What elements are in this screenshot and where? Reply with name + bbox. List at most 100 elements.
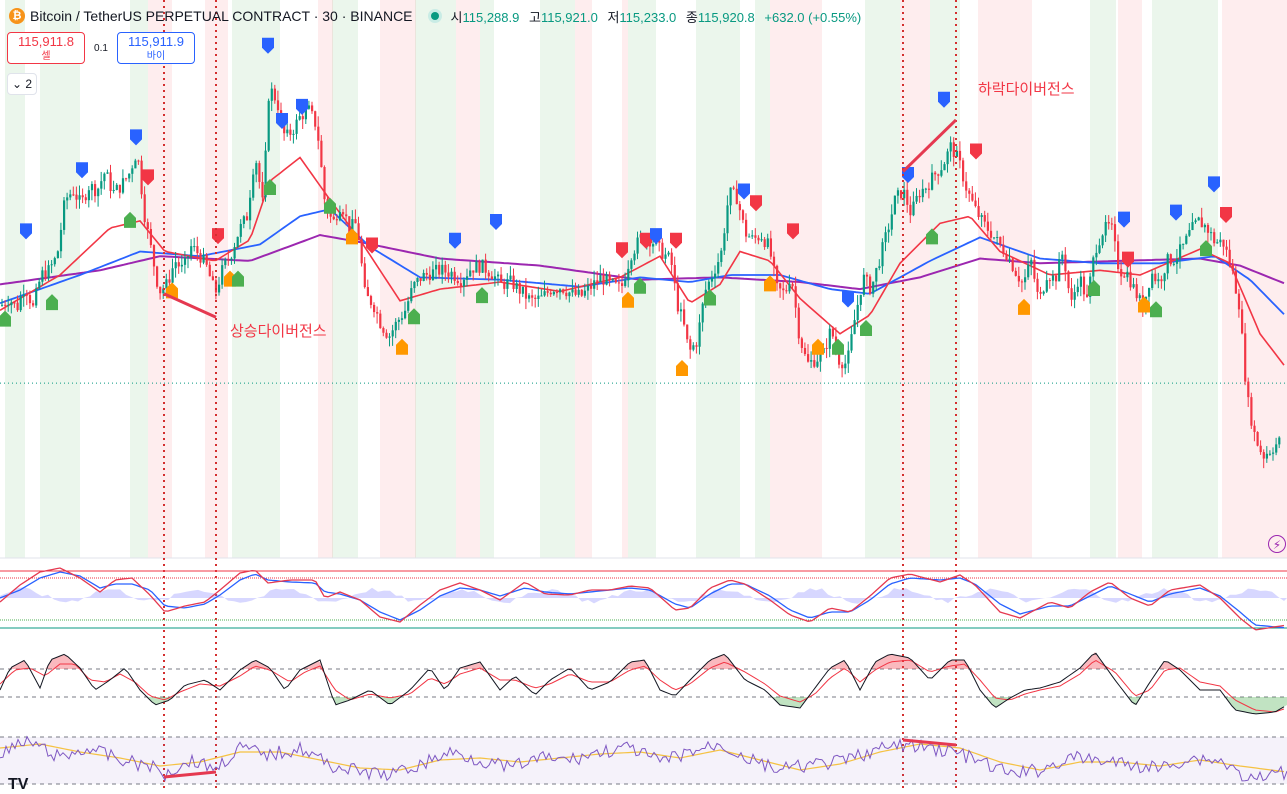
candle-up bbox=[267, 100, 270, 151]
candle-up bbox=[1027, 264, 1030, 278]
candle-down bbox=[1002, 244, 1005, 255]
candle-down bbox=[673, 264, 676, 284]
candle-down bbox=[900, 190, 903, 199]
candle-up bbox=[1092, 257, 1095, 277]
signal-markers bbox=[0, 37, 1232, 376]
candle-down bbox=[1160, 279, 1163, 282]
candle-up bbox=[723, 233, 726, 251]
candle-down bbox=[769, 238, 772, 257]
candle-up bbox=[521, 286, 524, 294]
candle-down bbox=[565, 292, 568, 297]
candle-down bbox=[373, 304, 376, 313]
candle-down bbox=[137, 160, 140, 162]
blue-down-signal-icon bbox=[938, 91, 950, 108]
candle-down bbox=[1123, 276, 1126, 278]
lightning-icon[interactable]: ⚡ bbox=[1268, 535, 1286, 553]
candle-up bbox=[298, 116, 301, 120]
candle-up bbox=[233, 247, 236, 259]
candle-up bbox=[552, 292, 555, 295]
candle-down bbox=[745, 219, 748, 237]
candle-up bbox=[397, 319, 400, 322]
candle-down bbox=[503, 282, 506, 289]
candle-down bbox=[1250, 397, 1253, 426]
candle-up bbox=[692, 345, 695, 350]
candle-down bbox=[168, 279, 171, 283]
candle-down bbox=[927, 188, 931, 190]
red-down-signal-icon bbox=[670, 232, 682, 249]
candle-down bbox=[906, 189, 909, 205]
candle-up bbox=[940, 170, 943, 176]
candle-up bbox=[1191, 222, 1194, 231]
candle-down bbox=[999, 237, 1002, 245]
candle-down bbox=[971, 193, 974, 201]
candle-down bbox=[332, 216, 335, 220]
candle-down bbox=[590, 285, 593, 289]
candle-down bbox=[555, 292, 559, 294]
candle-down bbox=[245, 216, 249, 221]
candle-down bbox=[156, 266, 159, 287]
blue-down-signal-icon bbox=[262, 37, 274, 54]
symbol-title[interactable]: Bitcoin / TetherUS PERPETUAL CONTRACT · … bbox=[30, 8, 413, 24]
candle-up bbox=[224, 259, 227, 266]
buy-label: 바이 bbox=[146, 51, 166, 62]
candle-down bbox=[869, 276, 872, 294]
candle-down bbox=[580, 289, 583, 296]
buy-price: 115,911.9 bbox=[128, 34, 184, 49]
candle-down bbox=[689, 339, 692, 350]
candle-up bbox=[388, 336, 391, 338]
bull-divergence-sub-line bbox=[163, 770, 217, 779]
candle-up bbox=[407, 301, 410, 311]
candle-down bbox=[382, 328, 385, 333]
candle-up bbox=[450, 271, 453, 277]
candle-down bbox=[782, 288, 785, 291]
green-up-signal-icon bbox=[46, 294, 58, 311]
orange-up-signal-icon bbox=[622, 291, 634, 308]
candle-up bbox=[134, 160, 137, 169]
candle-up bbox=[63, 200, 66, 230]
candle-up bbox=[1188, 230, 1191, 236]
candle-down bbox=[596, 280, 599, 283]
indicators-collapse-button[interactable]: ⌄ 2 bbox=[7, 73, 37, 95]
osc2-oversold-fill bbox=[0, 697, 1287, 714]
red-down-signal-icon bbox=[787, 223, 799, 240]
candle-down bbox=[484, 259, 487, 273]
candle-down bbox=[695, 345, 698, 347]
candle-up bbox=[242, 216, 245, 224]
buy-button[interactable]: 115,911.9 바이 bbox=[117, 32, 195, 64]
candle-up bbox=[720, 250, 723, 263]
candle-down bbox=[44, 270, 47, 279]
candle-up bbox=[1126, 271, 1129, 278]
red-down-signal-icon bbox=[1122, 251, 1134, 268]
candle-up bbox=[121, 178, 125, 193]
candle-up bbox=[249, 197, 252, 221]
candle-down bbox=[732, 187, 735, 189]
candle-up bbox=[627, 268, 630, 281]
candle-down bbox=[478, 261, 481, 273]
candle-down bbox=[354, 219, 357, 224]
candle-up bbox=[586, 285, 590, 291]
candle-up bbox=[766, 238, 769, 248]
high-value: 115,921.0 bbox=[540, 9, 598, 25]
candle-down bbox=[211, 276, 214, 281]
candle-down bbox=[670, 252, 673, 265]
candle-up bbox=[193, 246, 196, 248]
candle-down bbox=[369, 296, 373, 305]
blue-down-signal-icon bbox=[130, 129, 142, 146]
candle-up bbox=[729, 187, 732, 206]
sell-button[interactable]: 115,911.8 셀 bbox=[7, 32, 85, 64]
candle-up bbox=[252, 174, 255, 198]
candle-down bbox=[754, 235, 757, 238]
candle-up bbox=[106, 172, 109, 174]
red-down-signal-icon bbox=[750, 195, 762, 212]
candle-up bbox=[351, 219, 354, 233]
candle-down bbox=[803, 347, 807, 355]
candle-down bbox=[865, 274, 869, 277]
candle-up bbox=[847, 350, 850, 364]
green-up-signal-icon bbox=[1088, 280, 1100, 297]
candle-up bbox=[810, 360, 813, 362]
orange-up-signal-icon bbox=[1138, 296, 1150, 313]
candle-up bbox=[1042, 291, 1045, 294]
candle-up bbox=[717, 262, 720, 274]
candle-down bbox=[1086, 294, 1089, 297]
